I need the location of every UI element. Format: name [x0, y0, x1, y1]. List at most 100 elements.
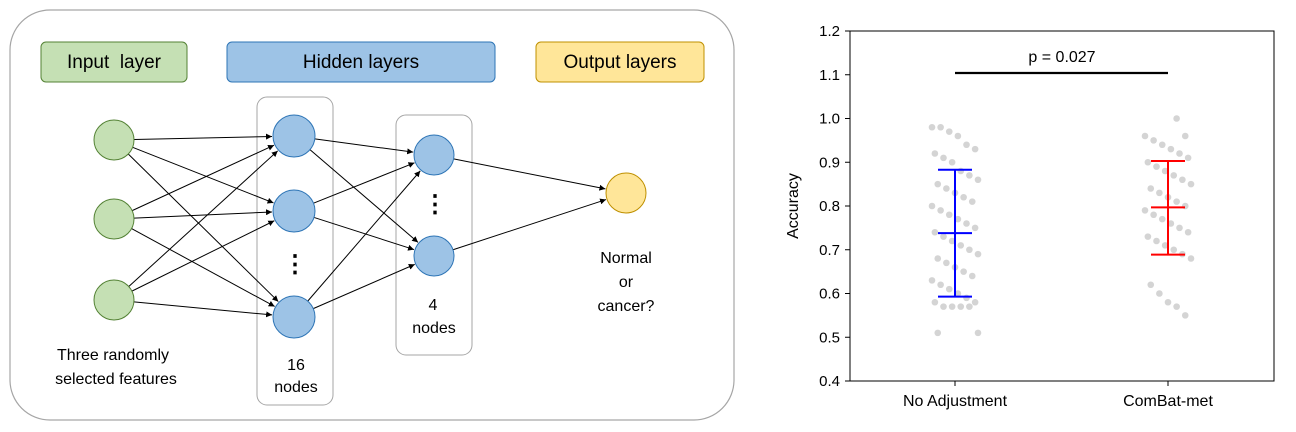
data-point — [968, 272, 976, 280]
data-point — [974, 329, 982, 337]
data-point — [1181, 132, 1189, 140]
hidden-layer-2-group — [395, 114, 473, 356]
data-point — [1141, 132, 1149, 140]
output-caption-line1: Normal — [600, 250, 652, 267]
data-point — [945, 285, 953, 293]
input-caption-line2: selected features — [55, 371, 177, 388]
data-point — [954, 215, 962, 223]
connection-hidden1-hidden2 — [313, 162, 415, 204]
data-point — [928, 277, 936, 284]
data-point — [1158, 141, 1166, 149]
connections — [127, 133, 607, 318]
data-point — [1184, 228, 1192, 236]
data-point — [940, 233, 947, 240]
connection-hidden2-output — [453, 158, 606, 191]
connection-input-hidden1 — [127, 153, 279, 302]
data-point — [963, 141, 970, 149]
connection-hidden1-hidden2 — [313, 263, 415, 310]
diagram-panel — [9, 9, 735, 421]
data-point — [971, 224, 979, 232]
connection-input-hidden1 — [131, 220, 275, 292]
output-node — [605, 172, 647, 214]
data-point — [1144, 233, 1152, 240]
hidden2-node-2 — [413, 235, 455, 277]
connection-input-hidden1 — [133, 301, 273, 318]
output-layer-header-box — [535, 41, 705, 83]
data-point — [968, 198, 976, 205]
hidden2-node-1 — [413, 134, 455, 176]
data-point — [945, 128, 953, 135]
connection-input-hidden1 — [133, 209, 273, 219]
y-tick-label: 1.0 — [819, 111, 840, 128]
connection-hidden2-output — [452, 198, 607, 251]
data-point — [1161, 242, 1169, 249]
significance-label: p = 0.027 — [1028, 49, 1095, 66]
data-point — [954, 290, 962, 297]
y-tick-label: 0.8 — [819, 198, 840, 215]
y-axis-label: Accuracy — [785, 173, 802, 239]
y-tick-label: 1.1 — [819, 67, 840, 84]
y-tick-label: 0.4 — [819, 373, 840, 390]
data-point — [1167, 145, 1175, 153]
data-point — [1173, 303, 1180, 310]
data-point — [1167, 220, 1175, 227]
data-point — [1158, 215, 1166, 223]
x-axis: No Adjustment ComBat-met — [903, 381, 1213, 410]
output-caption-line2: or — [619, 274, 634, 291]
plot-frame — [849, 30, 1275, 382]
data-point — [937, 281, 944, 289]
hidden-layers-header: Hidden layers — [303, 52, 419, 73]
data-point — [1173, 198, 1180, 205]
data-point — [1170, 246, 1178, 254]
data-point — [960, 268, 967, 275]
hidden1-caption-count: 16 — [287, 357, 305, 374]
connection-hidden1-hidden2 — [307, 170, 421, 302]
data-point — [931, 298, 939, 306]
data-point — [1173, 115, 1180, 122]
input-node-1 — [93, 119, 135, 161]
data-point — [943, 259, 950, 267]
data-point — [943, 185, 950, 192]
data-point — [1153, 237, 1160, 245]
hidden-layers-header-box — [226, 41, 496, 83]
hidden1-ellipsis: ⋮ — [283, 251, 307, 278]
input-layer-header: Input layer — [67, 52, 162, 73]
data-point — [966, 172, 973, 179]
hidden2-caption-count: 4 — [429, 297, 438, 314]
data-point — [1153, 163, 1160, 170]
data-point — [931, 228, 939, 236]
data-point — [948, 158, 956, 166]
input-node-3 — [93, 279, 135, 321]
data-point — [1181, 312, 1189, 319]
data-point — [1179, 176, 1186, 184]
input-caption-line1: Three randomly — [57, 347, 169, 364]
data-point — [1187, 255, 1195, 262]
y-tick-label: 0.6 — [819, 286, 840, 303]
hidden1-node-3 — [272, 295, 316, 339]
data-point — [1150, 137, 1157, 144]
data-point — [937, 123, 944, 131]
data-point — [940, 154, 947, 162]
data-point — [937, 207, 944, 214]
data-point — [1147, 185, 1155, 192]
data-point — [931, 150, 939, 157]
connection-input-hidden1 — [131, 144, 275, 212]
data-point — [1176, 224, 1183, 232]
data-point — [1170, 172, 1178, 179]
y-tick-label: 0.9 — [819, 154, 840, 171]
connection-hidden1-hidden2 — [314, 138, 414, 155]
data-point — [945, 211, 953, 219]
hidden1-caption-unit: nodes — [274, 379, 318, 396]
output-layer-header: Output layers — [564, 52, 677, 73]
data-point — [1144, 158, 1152, 166]
data-point — [934, 255, 942, 262]
hidden-layer-1-group — [256, 96, 334, 406]
data-point — [928, 123, 936, 131]
data-point — [1156, 290, 1163, 297]
data-point — [960, 193, 967, 201]
y-tick-label: 1.2 — [819, 23, 840, 40]
data-point — [974, 176, 982, 184]
y-tick-label: 0.5 — [819, 329, 840, 346]
data-point — [934, 180, 942, 188]
